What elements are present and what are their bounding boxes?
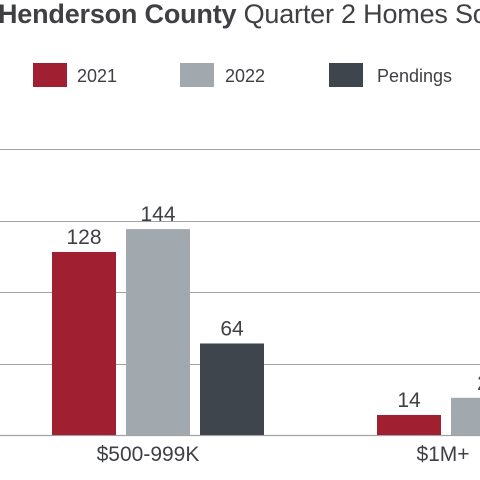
bar-value-label: 14 <box>397 389 421 412</box>
bar-value-label: 2 <box>477 372 480 395</box>
bar <box>451 397 480 435</box>
chart-title-rest: Quarter 2 Homes So <box>243 0 480 29</box>
legend-swatch-2021 <box>33 63 67 87</box>
bar <box>126 229 190 435</box>
chart-title-bold: Henderson County <box>0 0 237 29</box>
legend-label-pendings: Pendings <box>377 66 453 86</box>
bar <box>377 414 441 435</box>
chart-title: Henderson County Quarter 2 Homes So <box>0 0 480 34</box>
bar <box>52 251 116 435</box>
legend-label-2022: 2022 <box>225 66 266 86</box>
legend-label-2021: 2021 <box>77 66 118 86</box>
bar-value-label: 128 <box>66 226 101 249</box>
legend-swatch-2022 <box>180 63 214 87</box>
category-label: $1M+ <box>416 443 469 466</box>
bar <box>200 343 264 435</box>
legend-swatch-pendings <box>329 63 363 87</box>
category-label: $500-999K <box>97 443 200 466</box>
bar-value-label: 144 <box>140 203 175 226</box>
bar-value-label: 64 <box>220 317 244 340</box>
